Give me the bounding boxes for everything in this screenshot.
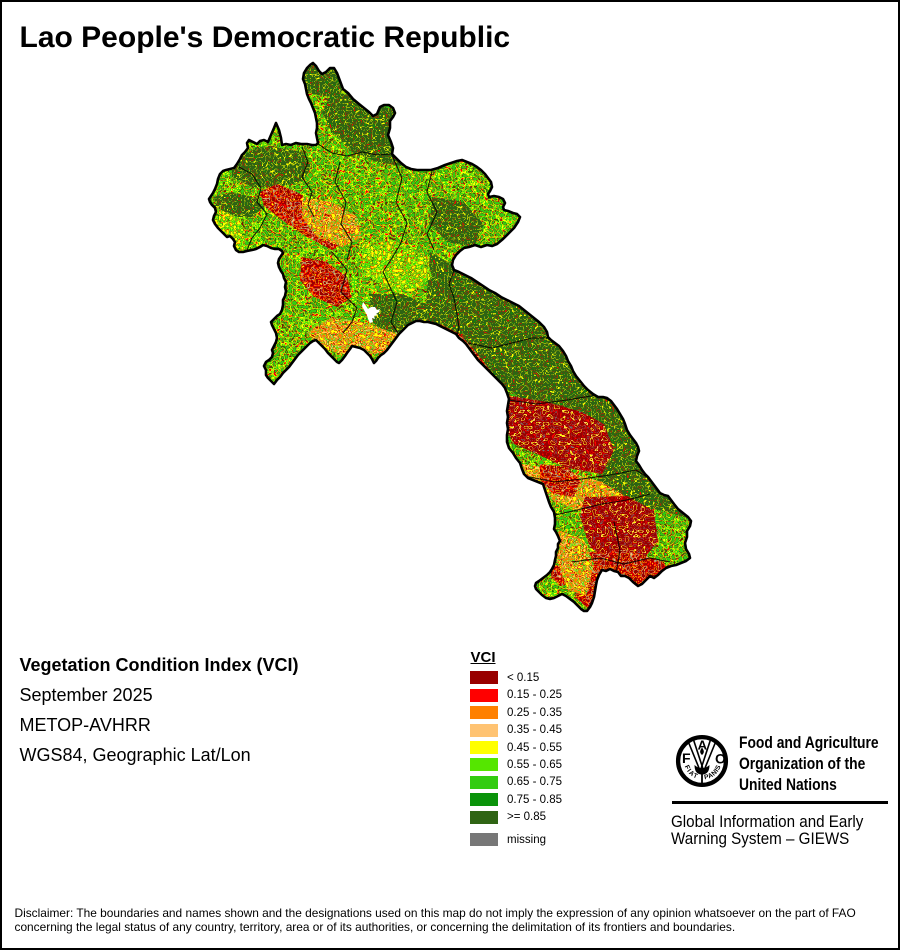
svg-text:O: O <box>715 750 726 766</box>
svg-text:F: F <box>682 750 691 766</box>
svg-text:A: A <box>698 737 708 752</box>
